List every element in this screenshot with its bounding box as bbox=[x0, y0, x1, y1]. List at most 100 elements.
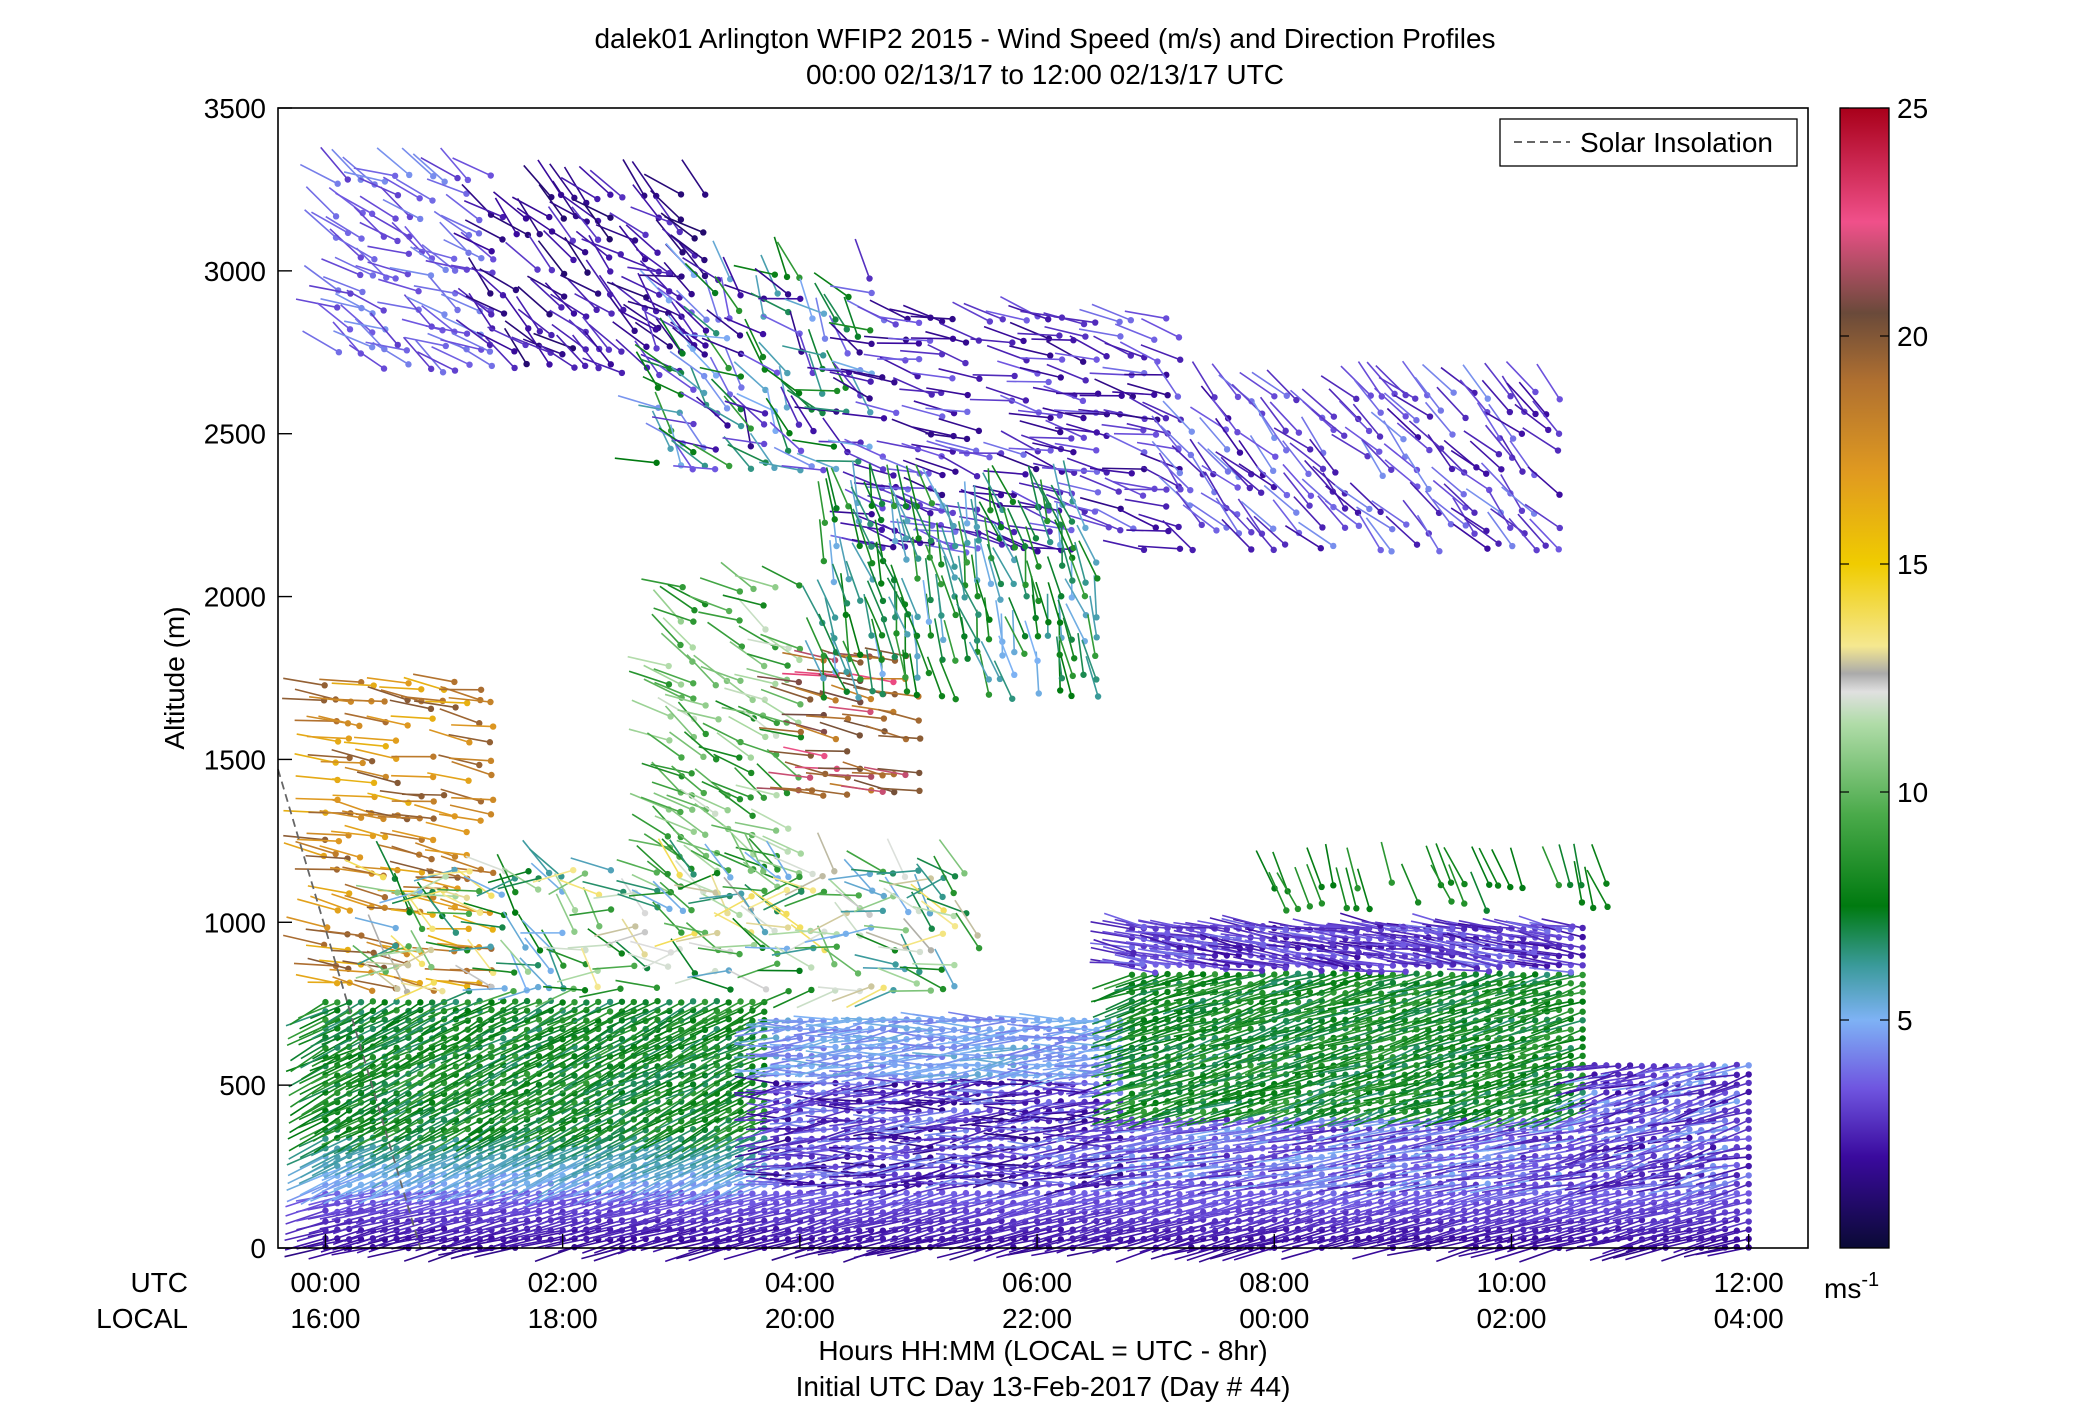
chart-subtitle: 00:00 02/13/17 to 12:00 02/13/17 UTC bbox=[806, 59, 1284, 90]
wind-barb-shaft bbox=[781, 1147, 824, 1150]
wind-barb bbox=[488, 997, 531, 1020]
wind-barb-shaft bbox=[384, 1064, 421, 1089]
wind-barb-shaft bbox=[334, 1073, 374, 1093]
wind-barb-shaft bbox=[333, 1184, 374, 1201]
wind-barb-shaft bbox=[371, 1093, 409, 1115]
wind-barb-shaft bbox=[290, 1036, 326, 1062]
wind-barb-shaft bbox=[289, 1110, 326, 1134]
wind-barb-dot bbox=[820, 1189, 827, 1196]
wind-barb-shaft bbox=[360, 1101, 398, 1125]
wind-barb bbox=[287, 1016, 329, 1040]
wind-barb-shaft bbox=[299, 1064, 338, 1085]
wind-barb-dot bbox=[322, 1016, 329, 1024]
wind-barb-dot bbox=[583, 999, 590, 1006]
wind-barb-dot bbox=[571, 998, 578, 1006]
wind-barb-dot bbox=[381, 1163, 388, 1171]
wind-barb-shaft bbox=[322, 1055, 362, 1076]
wind-barb-dot bbox=[535, 1016, 543, 1023]
wind-barb-shaft bbox=[829, 1054, 872, 1058]
wind-barb-shaft bbox=[346, 1166, 386, 1186]
wind-barb-dot bbox=[749, 1063, 756, 1070]
wind-barb-shaft bbox=[379, 1219, 421, 1234]
wind-barb-dot bbox=[666, 999, 673, 1006]
wind-barb-shaft bbox=[382, 1184, 421, 1205]
wind-barb-shaft bbox=[321, 1129, 362, 1146]
wind-barb-shaft bbox=[287, 1019, 326, 1040]
wind-barbs-layer bbox=[282, 146, 1752, 1263]
wind-barb-dot bbox=[488, 1006, 495, 1014]
wind-barb-shaft bbox=[286, 1147, 326, 1166]
wind-barb-shaft bbox=[358, 1073, 397, 1094]
wind-barb-dot bbox=[749, 998, 756, 1006]
wind-barb-shaft bbox=[391, 1237, 433, 1250]
wind-barb-shaft bbox=[677, 1110, 718, 1129]
wind-barb-dot bbox=[322, 998, 329, 1006]
wind-barb-dot bbox=[737, 998, 744, 1005]
wind-barb bbox=[345, 1180, 388, 1201]
wind-barb bbox=[394, 1099, 436, 1124]
wind-barb-shaft bbox=[333, 1083, 374, 1101]
wind-barb-shaft bbox=[370, 1120, 409, 1140]
wind-barb-dot bbox=[772, 1034, 780, 1041]
wind-barb-dot bbox=[1033, 1098, 1041, 1105]
wind-barb-shaft bbox=[285, 1055, 326, 1073]
wind-barb-shaft bbox=[343, 1192, 385, 1202]
wind-barb-dot bbox=[393, 998, 400, 1005]
wind-barb-shaft bbox=[983, 1091, 1026, 1094]
wind-barb-dot bbox=[500, 1035, 507, 1042]
wind-barb-dot bbox=[808, 1089, 815, 1096]
wind-barb bbox=[288, 1135, 329, 1160]
wind-barb-shaft bbox=[368, 1201, 409, 1216]
wind-barb bbox=[403, 1225, 448, 1241]
wind-barb bbox=[370, 1017, 412, 1040]
wind-barb bbox=[371, 1171, 412, 1196]
wind-barb-shaft bbox=[995, 1099, 1038, 1103]
wind-barb-shaft bbox=[371, 1056, 409, 1078]
wind-barb-dot bbox=[832, 1125, 839, 1132]
wind-barb-shaft bbox=[664, 1247, 706, 1263]
wind-barb-dot bbox=[832, 1035, 839, 1042]
wind-barb-dot bbox=[428, 1099, 436, 1106]
wind-barb-shaft bbox=[289, 1001, 326, 1026]
wind-barb-shaft bbox=[324, 1073, 362, 1096]
wind-barb-shaft bbox=[311, 1147, 350, 1169]
wind-barb-shaft bbox=[356, 1220, 397, 1235]
wind-barb-shaft bbox=[346, 1091, 386, 1112]
wind-barb-shaft bbox=[771, 1246, 812, 1261]
wind-barb-shaft bbox=[286, 1027, 326, 1047]
wind-barb-shaft bbox=[391, 1219, 433, 1234]
wind-barb bbox=[607, 999, 649, 1021]
wind-barb-shaft bbox=[395, 1046, 433, 1070]
wind-barb-dot bbox=[405, 1017, 412, 1024]
wind-barb-dot bbox=[322, 1207, 329, 1214]
wind-barb-shaft bbox=[361, 1092, 398, 1118]
wind-barb-shaft bbox=[320, 1229, 362, 1245]
wind-barb-shaft bbox=[333, 1120, 374, 1139]
wind-barb-dot bbox=[452, 998, 460, 1006]
wind-barb-shaft bbox=[396, 1109, 433, 1134]
wind-barb-dot bbox=[998, 1025, 1005, 1032]
wind-barb-shaft bbox=[367, 1220, 409, 1233]
wind-barb-shaft bbox=[333, 1146, 374, 1163]
wind-barb bbox=[287, 1116, 329, 1140]
wind-barb-shaft bbox=[287, 1155, 326, 1177]
wind-barb-shaft bbox=[299, 1074, 338, 1096]
wind-barb-shaft bbox=[379, 1210, 421, 1222]
wind-barb-shaft bbox=[840, 1127, 883, 1130]
wind-barb-dot bbox=[618, 998, 626, 1005]
wind-barb bbox=[349, 999, 388, 1027]
wind-barb-shaft bbox=[359, 1183, 397, 1205]
wind-barb-shaft bbox=[371, 1156, 409, 1179]
wind-barb-shaft bbox=[312, 1010, 350, 1034]
wind-barb-shaft bbox=[394, 1183, 433, 1205]
wind-barb-shaft bbox=[379, 1200, 421, 1215]
wind-barb-shaft bbox=[321, 1202, 362, 1218]
wind-barb-shaft bbox=[396, 1027, 433, 1053]
wind-barb-shaft bbox=[394, 1156, 433, 1177]
wind-barb-shaft bbox=[382, 1009, 421, 1031]
wind-barb-shaft bbox=[769, 1028, 812, 1031]
wind-barb-dot bbox=[642, 999, 649, 1006]
wind-barb-dot bbox=[1033, 1189, 1041, 1197]
wind-barb-dot bbox=[678, 999, 685, 1006]
wind-barb-shaft bbox=[368, 1064, 409, 1082]
